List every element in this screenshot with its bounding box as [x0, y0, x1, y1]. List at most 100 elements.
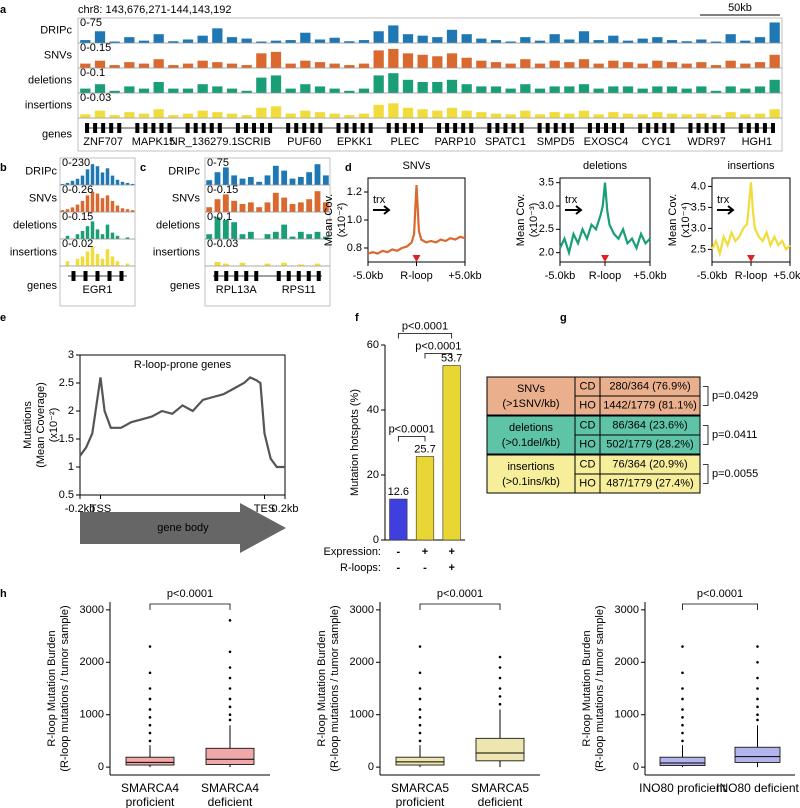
y-tick-label: 3000: [615, 604, 639, 616]
outlier: [681, 645, 684, 648]
signal-bar: [75, 178, 80, 185]
signal-bar: [476, 60, 487, 68]
x-tick-label: 0.2kb: [272, 503, 299, 515]
y-tick-label: 2.5: [59, 377, 74, 389]
gene-name: EGR1: [83, 284, 113, 296]
panel-letter: b: [0, 162, 7, 174]
row-sign: -: [396, 546, 400, 558]
signal-bar: [314, 164, 321, 185]
exon: [143, 123, 148, 133]
exon: [437, 123, 442, 133]
exon: [296, 271, 301, 281]
signal-bar: [344, 90, 355, 93]
track-label: SNVs: [29, 192, 58, 204]
y-tick-label: 3000: [80, 604, 104, 616]
outlier: [498, 676, 502, 680]
signal-bar: [94, 84, 106, 93]
exon: [193, 123, 198, 133]
exon: [286, 123, 291, 133]
signal-bar: [322, 202, 329, 212]
exon: [254, 271, 259, 281]
y-axis-label: (R-loop mutations / tumor sample): [329, 605, 341, 771]
signal-bar: [80, 200, 85, 212]
signal-bar: [120, 181, 125, 185]
x-tick-label: SMARCA5 deficient: [470, 781, 529, 808]
panel-letter: g: [560, 312, 567, 324]
outlier: [756, 718, 759, 722]
track-label: DRIPc: [168, 165, 200, 177]
signal-bar: [725, 86, 736, 93]
outlier: [148, 716, 152, 719]
exon: [646, 123, 651, 133]
signal-bar: [549, 112, 560, 118]
exon: [720, 123, 725, 133]
signal-bar: [373, 31, 384, 43]
signal-bar: [696, 39, 707, 43]
signal-bar: [212, 86, 223, 93]
x-tick-label: SMARCA4 deficient: [200, 781, 259, 808]
y-tick-label: 3000: [350, 604, 374, 616]
box: [734, 746, 781, 763]
exon: [620, 123, 625, 133]
signal-bar: [214, 217, 221, 239]
y-axis-label: R-loop Mutation Burden: [316, 630, 328, 746]
signal-bar: [740, 114, 751, 118]
exon: [511, 123, 516, 133]
y-tick-label: 20: [367, 469, 379, 481]
y-tick-label: 0: [98, 761, 104, 773]
exon: [117, 123, 122, 133]
signal-bar: [446, 107, 458, 118]
gene-name: NR_136279.1: [170, 136, 238, 148]
signal-bar: [461, 57, 472, 68]
signal-bar: [725, 60, 736, 68]
track-label: deletions: [28, 74, 73, 86]
panel-letter: h: [0, 588, 7, 600]
gene-track-box: [204, 265, 331, 307]
line: [79, 376, 285, 469]
signal-bar: [138, 63, 150, 68]
signal-bar: [197, 60, 208, 68]
signal-bar: [740, 88, 751, 93]
signal-bar: [769, 79, 780, 93]
track-label: insertions: [153, 246, 201, 258]
signal-bar: [446, 53, 458, 68]
signal-bar: [239, 234, 246, 239]
bracket: [397, 333, 453, 339]
x-tick-label: SMARCA4 proficient: [120, 781, 179, 808]
outlier: [148, 723, 152, 727]
outlier: [228, 718, 232, 722]
outlier: [756, 705, 759, 709]
signal-bar: [329, 37, 340, 43]
signal-bar: [520, 59, 531, 68]
gene-name: EXOSC4: [584, 136, 629, 148]
signal-bar: [222, 167, 229, 185]
signal-bar: [297, 264, 304, 266]
row-code: HO: [579, 399, 596, 411]
bracket: [424, 353, 453, 359]
signal-bar: [289, 204, 296, 212]
exon: [243, 123, 248, 133]
signal-bar: [270, 51, 282, 68]
chart-title: R-loop-prone genes: [134, 359, 232, 371]
signal-bar: [212, 62, 223, 68]
signal-bar: [125, 182, 130, 185]
y-tick-label: 2: [68, 405, 74, 417]
x-tick-label: INO80 deficient: [716, 781, 799, 795]
signal-bar: [358, 88, 370, 93]
signal-bar: [417, 35, 428, 43]
signal-bar: [270, 40, 282, 43]
outlier: [228, 697, 232, 701]
signal-bar: [241, 90, 252, 93]
exon: [638, 123, 643, 133]
signal-bar: [153, 59, 164, 68]
exon: [495, 123, 500, 133]
p-value: p=0.0411: [712, 429, 757, 441]
exon: [252, 123, 256, 133]
signal-bar: [256, 107, 267, 118]
y-tick-label: 1000: [350, 709, 374, 721]
signal-bar: [94, 31, 106, 43]
y-tick-label: 0: [368, 761, 374, 773]
rloop-marker: [601, 255, 609, 262]
signal-bar: [115, 235, 120, 239]
signal-bar: [264, 175, 271, 185]
